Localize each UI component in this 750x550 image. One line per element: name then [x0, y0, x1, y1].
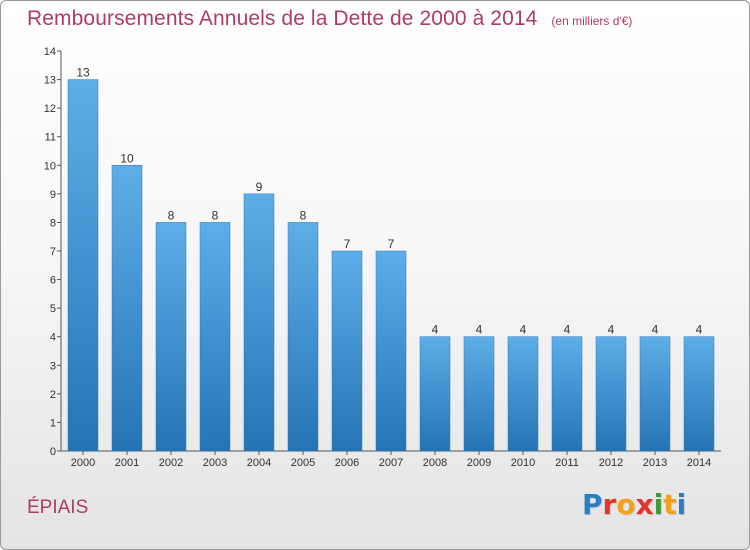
x-tick-label: 2009 [467, 457, 491, 469]
bar-value-label: 4 [696, 323, 703, 337]
y-tick-label: 13 [44, 75, 56, 87]
bar [67, 79, 99, 452]
bar-value-label: 4 [564, 323, 571, 337]
x-tick-label: 2013 [643, 457, 667, 469]
logo-letter: t [663, 488, 677, 521]
x-tick-label: 2003 [203, 457, 227, 469]
bar-value-label: 8 [212, 208, 219, 222]
bar [507, 336, 539, 452]
logo-letter: o [616, 488, 636, 521]
y-tick-label: 12 [44, 103, 56, 115]
y-tick-label: 14 [44, 46, 56, 58]
bar [639, 336, 671, 452]
y-tick-label: 9 [50, 189, 56, 201]
bar [595, 336, 627, 452]
x-tick-label: 2000 [71, 457, 95, 469]
y-tick-label: 3 [50, 360, 56, 372]
chart-title: Remboursements Annuels de la Dette de 20… [27, 7, 538, 30]
x-tick-label: 2011 [555, 457, 579, 469]
chart-unit: (en milliers d'€) [551, 14, 633, 28]
x-tick-label: 2010 [511, 457, 535, 469]
bars [67, 79, 715, 452]
y-tick-label: 4 [50, 332, 56, 344]
y-tick-label: 11 [45, 132, 56, 144]
bar [243, 193, 275, 452]
logo-letter: i [676, 488, 687, 521]
bar-value-label: 7 [388, 237, 395, 251]
x-tick-label: 2012 [599, 457, 623, 469]
x-tick-label: 2014 [687, 457, 711, 469]
bar-value-label: 8 [168, 208, 175, 222]
x-tick-label: 2004 [247, 457, 271, 469]
bar-value-label: 9 [256, 180, 263, 194]
bar [551, 336, 583, 452]
y-tick-label: 0 [50, 446, 56, 458]
bar-value-label: 13 [76, 66, 90, 80]
logo-letter: x [635, 488, 654, 521]
y-tick-label: 8 [50, 217, 56, 229]
bar [111, 165, 143, 452]
bar-value-label: 4 [520, 323, 527, 337]
y-tick-label: 2 [50, 389, 56, 401]
bar [287, 222, 319, 452]
bar [199, 222, 231, 452]
bar [331, 250, 363, 452]
bar [419, 336, 451, 452]
x-tick-label: 2001 [115, 457, 139, 469]
logo-letter: r [602, 488, 617, 521]
x-tick-label: 2006 [335, 457, 359, 469]
title-row: Remboursements Annuels de la Dette de 20… [27, 7, 632, 31]
x-tick-label: 2005 [291, 457, 315, 469]
bar-value-label: 10 [120, 151, 134, 165]
bar-value-label: 4 [608, 323, 615, 337]
y-tick-label: 6 [50, 275, 56, 287]
labels: 13 2000 10 2001 8 2002 8 2003 9 2004 8 2005 7 2006 7 20… [71, 66, 711, 469]
logo-letter: P [582, 488, 603, 521]
bar-value-label: 4 [652, 323, 659, 337]
y-tick-label: 7 [50, 246, 56, 258]
y-tick-label: 5 [50, 303, 56, 315]
y-tick-label: 10 [44, 160, 56, 172]
bar [375, 250, 407, 452]
place-name: ÉPIAIS [27, 497, 89, 518]
x-tick-label: 2008 [423, 457, 447, 469]
bar [463, 336, 495, 452]
bar [683, 336, 715, 452]
x-tick-label: 2007 [379, 457, 403, 469]
logo-letter: i [653, 488, 664, 521]
bar-value-label: 7 [344, 237, 351, 251]
bar [155, 222, 187, 452]
x-tick-label: 2002 [159, 457, 183, 469]
proxiti-logo: Proxiti [582, 488, 686, 521]
bar-value-label: 4 [432, 323, 439, 337]
bar-value-label: 8 [300, 208, 307, 222]
y-tick-label: 1 [50, 417, 56, 429]
bar-value-label: 4 [476, 323, 483, 337]
